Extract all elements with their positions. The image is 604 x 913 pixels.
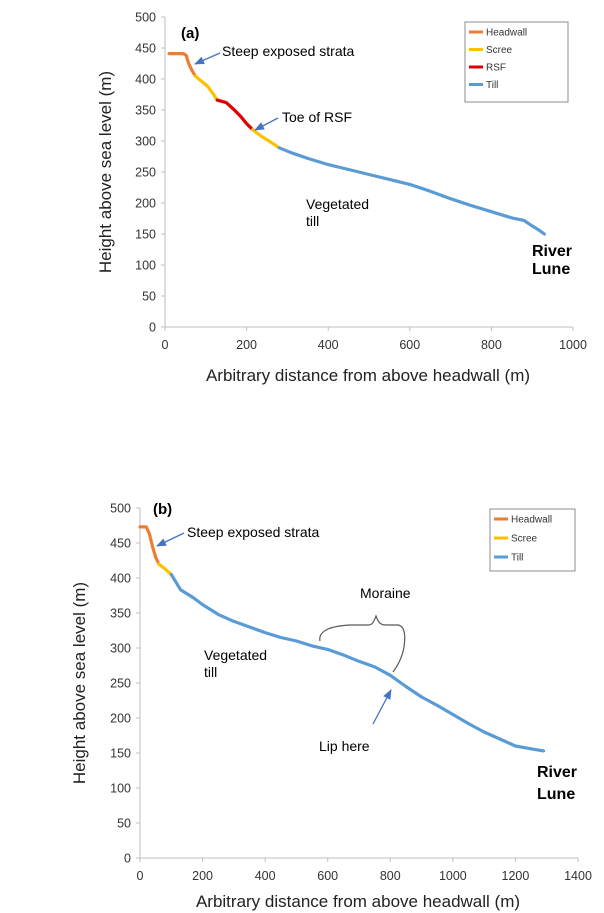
legend-box-a xyxy=(464,21,569,103)
y-tick-label-b: 350 xyxy=(110,607,131,621)
x-tick-label-a: 200 xyxy=(236,338,257,352)
legend-label-headwall-b: Headwall xyxy=(511,515,552,526)
annotation-text-b: Lip here xyxy=(319,738,370,754)
chart-b: (b) Height above sea level (m) Arbitrary… xyxy=(70,501,592,911)
legend-label-scree-b: Scree xyxy=(511,534,538,545)
y-tick-label-b: 300 xyxy=(110,642,131,656)
annotation-text-b: Vegetated xyxy=(204,647,267,663)
annotation-text-a: River xyxy=(532,243,572,260)
y-axis-title-a: Height above sea level (m) xyxy=(96,71,115,273)
annotation-text-a: Lune xyxy=(532,261,570,278)
series-line-till-b xyxy=(169,572,546,753)
y-tick-label-a: 0 xyxy=(149,321,156,335)
series-line-headwall-a xyxy=(167,51,197,78)
legend-label-headwall-a: Headwall xyxy=(486,28,527,39)
moraine-brace-b xyxy=(319,614,406,673)
x-tick-label-a: 600 xyxy=(399,338,420,352)
x-tick-label-b: 0 xyxy=(137,869,144,883)
legend-label-scree-a: Scree xyxy=(486,45,513,56)
y-tick-label-b: 0 xyxy=(124,852,131,866)
y-tick-label-b: 250 xyxy=(110,677,131,691)
y-tick-label-b: 100 xyxy=(110,782,131,796)
annotation-text-a: Steep exposed strata xyxy=(222,43,355,59)
series-line-till-a xyxy=(277,146,547,236)
annotation-text-b: Lune xyxy=(537,786,575,803)
legend-label-till-b: Till xyxy=(511,553,523,564)
x-tick-label-b: 1000 xyxy=(439,869,467,883)
x-axis-title-b: Arbitrary distance from above headwall (… xyxy=(196,892,520,911)
annotation-text-b: Moraine xyxy=(360,585,411,601)
annotation-text-a: till xyxy=(306,213,319,229)
chart-a: (a) Height above sea level (m) Arbitrary… xyxy=(96,11,587,386)
x-axis-title-a: Arbitrary distance from above headwall (… xyxy=(206,366,530,385)
x-tick-label-b: 1400 xyxy=(564,869,592,883)
series-line-rsf-a xyxy=(215,98,255,132)
series-line-scree-a xyxy=(251,128,281,150)
series-line-scree-b xyxy=(157,562,173,577)
y-tick-label-a: 300 xyxy=(135,135,156,149)
legend-label-rsf-a: RSF xyxy=(486,63,506,74)
panel-label-b: (b) xyxy=(153,501,172,518)
y-tick-label-b: 150 xyxy=(110,747,131,761)
annotation-arrow-a xyxy=(254,117,279,131)
y-tick-label-a: 400 xyxy=(135,73,156,87)
annotation-text-a: Vegetated xyxy=(306,196,369,212)
y-tick-label-a: 50 xyxy=(142,290,156,304)
y-tick-label-b: 50 xyxy=(117,817,131,831)
annotation-arrow-a xyxy=(194,52,221,65)
y-tick-label-a: 250 xyxy=(135,166,156,180)
x-tick-label-a: 1000 xyxy=(559,338,587,352)
annotation-text-a: Toe of RSF xyxy=(282,109,352,125)
annotation-text-b: Steep exposed strata xyxy=(187,524,320,540)
x-tick-label-b: 1200 xyxy=(502,869,530,883)
y-tick-label-b: 500 xyxy=(110,502,131,516)
y-tick-label-b: 200 xyxy=(110,712,131,726)
legend-label-till-a: Till xyxy=(486,80,498,91)
series-line-scree-a xyxy=(193,74,219,102)
annotation-arrow-b xyxy=(372,689,392,725)
y-tick-label-a: 350 xyxy=(135,104,156,118)
x-tick-label-a: 800 xyxy=(481,338,502,352)
y-axis-title-b: Height above sea level (m) xyxy=(70,582,89,784)
x-tick-label-b: 600 xyxy=(317,869,338,883)
panel-label-a: (a) xyxy=(181,25,199,42)
y-tick-label-a: 200 xyxy=(135,197,156,211)
annotation-text-b: River xyxy=(537,764,577,781)
x-tick-label-a: 0 xyxy=(162,338,169,352)
x-tick-label-b: 200 xyxy=(192,869,213,883)
y-tick-label-a: 450 xyxy=(135,42,156,56)
y-tick-label-a: 150 xyxy=(135,228,156,242)
y-tick-label-a: 100 xyxy=(135,259,156,273)
annotation-arrow-b xyxy=(156,532,185,547)
y-tick-label-b: 400 xyxy=(110,572,131,586)
x-tick-label-b: 400 xyxy=(255,869,276,883)
x-tick-label-b: 800 xyxy=(380,869,401,883)
series-line-headwall-b xyxy=(138,525,161,566)
annotation-text-b: till xyxy=(204,664,217,680)
y-tick-label-b: 450 xyxy=(110,537,131,551)
y-tick-label-a: 500 xyxy=(135,11,156,25)
x-tick-label-a: 400 xyxy=(318,338,339,352)
